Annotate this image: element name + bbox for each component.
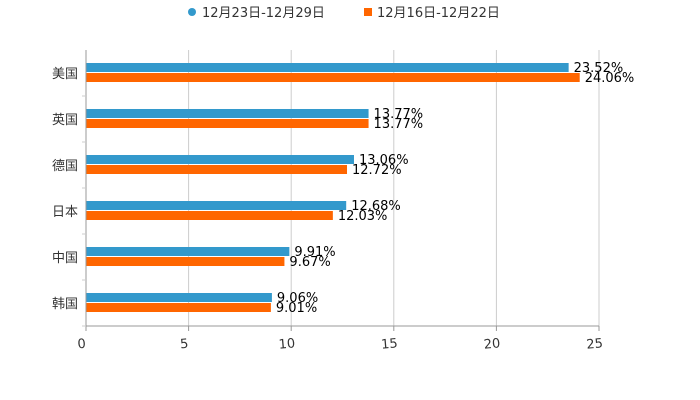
category-label: 英国 — [52, 113, 78, 128]
x-tick-label: 0 — [77, 337, 87, 353]
bar-series-1 — [86, 293, 272, 302]
bar-series-1 — [86, 247, 290, 256]
gridlines — [85, 50, 600, 326]
category-label: 美国 — [52, 67, 78, 82]
category-label: 德国 — [52, 159, 78, 174]
data-label: 9.67% — [289, 255, 330, 270]
x-tick-label: 10 — [278, 336, 296, 352]
category-label: 日本 — [52, 205, 78, 220]
bar-series-1 — [86, 63, 569, 72]
data-label: 13.77% — [374, 107, 424, 122]
data-label: 13.77% — [374, 117, 424, 132]
bar-series-1 — [86, 109, 369, 118]
data-label: 12.03% — [338, 209, 388, 224]
x-axis: 0 5 10 15 20 25 — [77, 50, 604, 353]
bar-series-2 — [86, 211, 333, 220]
x-tick-label: 25 — [586, 336, 604, 352]
data-label: 24.06% — [585, 71, 635, 86]
category-label: 韩国 — [52, 297, 78, 312]
data-label: 12.72% — [352, 163, 402, 178]
legend: 12月23日-12月29日 12月16日-12月22日 — [188, 6, 500, 21]
bar-series-2 — [86, 257, 285, 266]
bar-series-1 — [86, 201, 347, 210]
legend-marker-series-1 — [188, 8, 196, 16]
bars — [86, 63, 580, 312]
data-label: 9.01% — [276, 301, 317, 316]
legend-label-series-2: 12月16日-12月22日 — [377, 6, 500, 21]
data-labels: 23.52%24.06% 13.77%13.77% 13.06%12.72% 12.6… — [276, 61, 634, 316]
data-label: 13.06% — [359, 153, 409, 168]
data-label: 9.91% — [294, 245, 335, 260]
bar-series-2 — [86, 303, 271, 312]
bar-series-2 — [86, 73, 580, 82]
bar-series-2 — [86, 165, 348, 174]
x-tick-label: 20 — [483, 336, 501, 352]
data-label: 9.06% — [277, 291, 318, 306]
legend-label-series-1: 12月23日-12月29日 — [202, 6, 325, 21]
data-label: 23.52% — [574, 61, 624, 76]
x-tick-label: 15 — [381, 336, 399, 352]
x-tick-label: 5 — [180, 337, 190, 353]
legend-marker-series-2 — [364, 8, 372, 16]
bar-series-1 — [86, 155, 354, 164]
category-label: 中国 — [52, 251, 78, 266]
bar-series-2 — [86, 119, 369, 128]
data-label: 12.68% — [351, 199, 401, 214]
